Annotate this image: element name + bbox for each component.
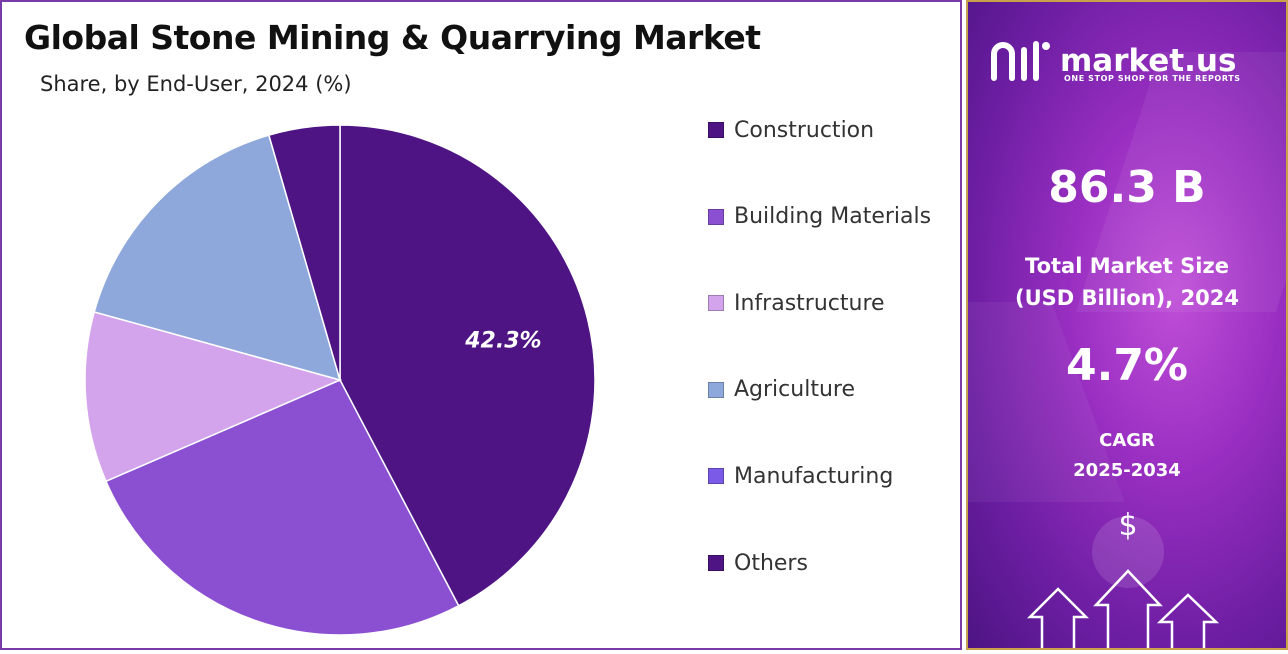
legend-item-construction: Construction <box>708 115 874 145</box>
market-size-value: 86.3 B <box>1048 162 1206 213</box>
market-size-label-line2: (USD Billion), 2024 <box>1014 286 1240 310</box>
market-size-label: Total Market Size (USD Billion), 2024 <box>968 250 1286 314</box>
legend-swatch <box>708 555 724 571</box>
pie-slice-agriculture <box>93 134 342 382</box>
brand-tagline: ONE STOP SHOP FOR THE REPORTS <box>1064 74 1241 83</box>
legend-swatch <box>708 208 724 225</box>
legend-swatch <box>708 381 724 398</box>
legend-item-manufacturing: Manufacturing <box>708 461 893 491</box>
data-label-construction: 42.3% <box>464 329 541 354</box>
legend-label: Manufacturing <box>734 463 894 489</box>
pie-slice-construction <box>339 124 596 607</box>
chart-panel: Global Stone Mining & Quarrying Market S… <box>0 0 962 650</box>
pie-slice-others <box>267 124 341 381</box>
legend-label: Building Materials <box>734 204 932 230</box>
info-panel: market.us ONE STOP SHOP FOR THE REPORTS … <box>966 0 1288 650</box>
legend-label: Construction <box>734 117 875 143</box>
pie-chart: 42.3% <box>84 124 596 636</box>
brand-logo: market.us <box>988 38 1236 84</box>
legend-item-infrastructure: Infrastructure <box>708 288 885 318</box>
legend-item-building-materials: Building Materials <box>708 202 931 232</box>
legend-item-others: Others <box>708 548 808 578</box>
chart-title: Global Stone Mining & Quarrying Market <box>24 18 761 57</box>
market-us-logo-icon <box>991 41 1050 81</box>
legend-label: Others <box>734 550 808 576</box>
cagr-label-line2: 2025-2034 <box>1073 460 1181 481</box>
legend-label: Infrastructure <box>734 290 885 316</box>
legend-swatch <box>708 295 724 312</box>
dollar-arrows-icon: $ <box>1026 508 1220 648</box>
dollar-symbol: $ <box>1118 508 1137 543</box>
cagr-value: 4.7% <box>1065 340 1189 391</box>
legend-swatch <box>708 468 724 485</box>
legend-item-agriculture: Agriculture <box>708 375 855 405</box>
cagr-label: CAGR 2025-2034 <box>968 426 1286 486</box>
legend-swatch <box>708 122 724 138</box>
cagr-label-line1: CAGR <box>1099 430 1155 451</box>
market-size-label-line1: Total Market Size <box>1025 254 1229 278</box>
legend-label: Agriculture <box>734 377 855 403</box>
chart-subtitle: Share, by End-User, 2024 (%) <box>40 72 352 96</box>
brand-name: market.us <box>1060 42 1237 79</box>
pie-slice-infrastructure <box>84 311 343 483</box>
